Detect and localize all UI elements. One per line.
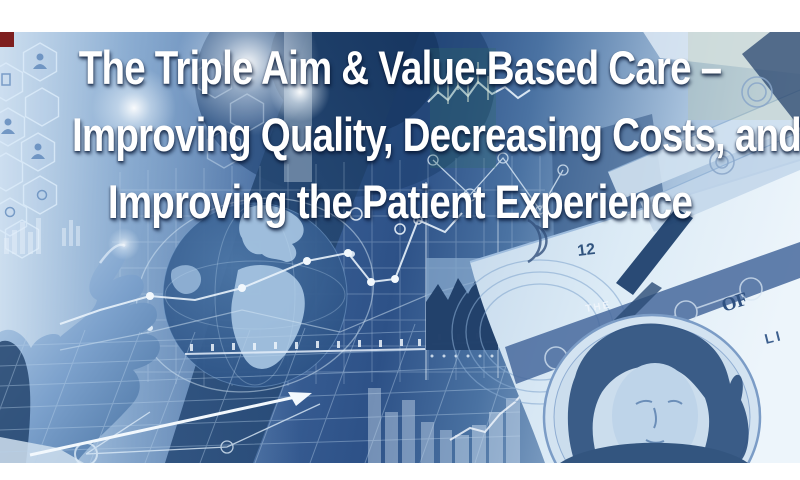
clock-numeral-12: 12 [576, 241, 596, 260]
light-flare-small [92, 66, 176, 150]
equalizer-bars [4, 218, 80, 254]
floor-grid [0, 321, 520, 463]
globe-graphic [135, 197, 375, 393]
title-line-1: The Triple Aim & Value-Based Care – [78, 41, 722, 94]
bill-letters-li: LI [763, 327, 785, 347]
document-icon [1, 73, 11, 86]
photo-collage: 12 THE OF LI [0, 32, 800, 463]
title-line-2: Improving Quality, Decreasing Costs, and [72, 108, 800, 161]
gear-icon [4, 206, 16, 218]
network-nodes-graphic [74, 152, 569, 463]
clock-hand-short [614, 282, 662, 328]
wrist-shadow [0, 340, 31, 463]
bar-chart-graphic [368, 386, 529, 463]
title-line-3: Improving the Patient Experience [107, 175, 693, 228]
person-icon [1, 53, 47, 159]
rising-arrow [29, 392, 312, 457]
rosette-ornament [709, 76, 773, 175]
bill-word-the: THE [585, 300, 613, 315]
corner-dark-fold [742, 32, 800, 128]
clock-hand [616, 208, 693, 295]
light-flare-beam [270, 62, 330, 122]
red-corner-mark [0, 32, 14, 47]
clock-arcs [527, 218, 548, 264]
currency-bill-graphic: 12 THE OF LI [451, 32, 800, 463]
touch-glow [108, 228, 140, 260]
photo-collage-art: 12 THE OF LI [0, 32, 800, 463]
corner-light [0, 437, 84, 463]
portrait-engraving [542, 313, 762, 463]
market-chart-tint [430, 48, 496, 168]
gear-icon [36, 189, 48, 201]
sparkline-graphic [427, 80, 531, 103]
candlestick-marks [437, 62, 489, 104]
title-block: The Triple Aim & Value-Based Care – Impr… [0, 34, 800, 235]
hexagon-icon-wall [0, 42, 265, 259]
hand-touch-photo [0, 244, 160, 463]
